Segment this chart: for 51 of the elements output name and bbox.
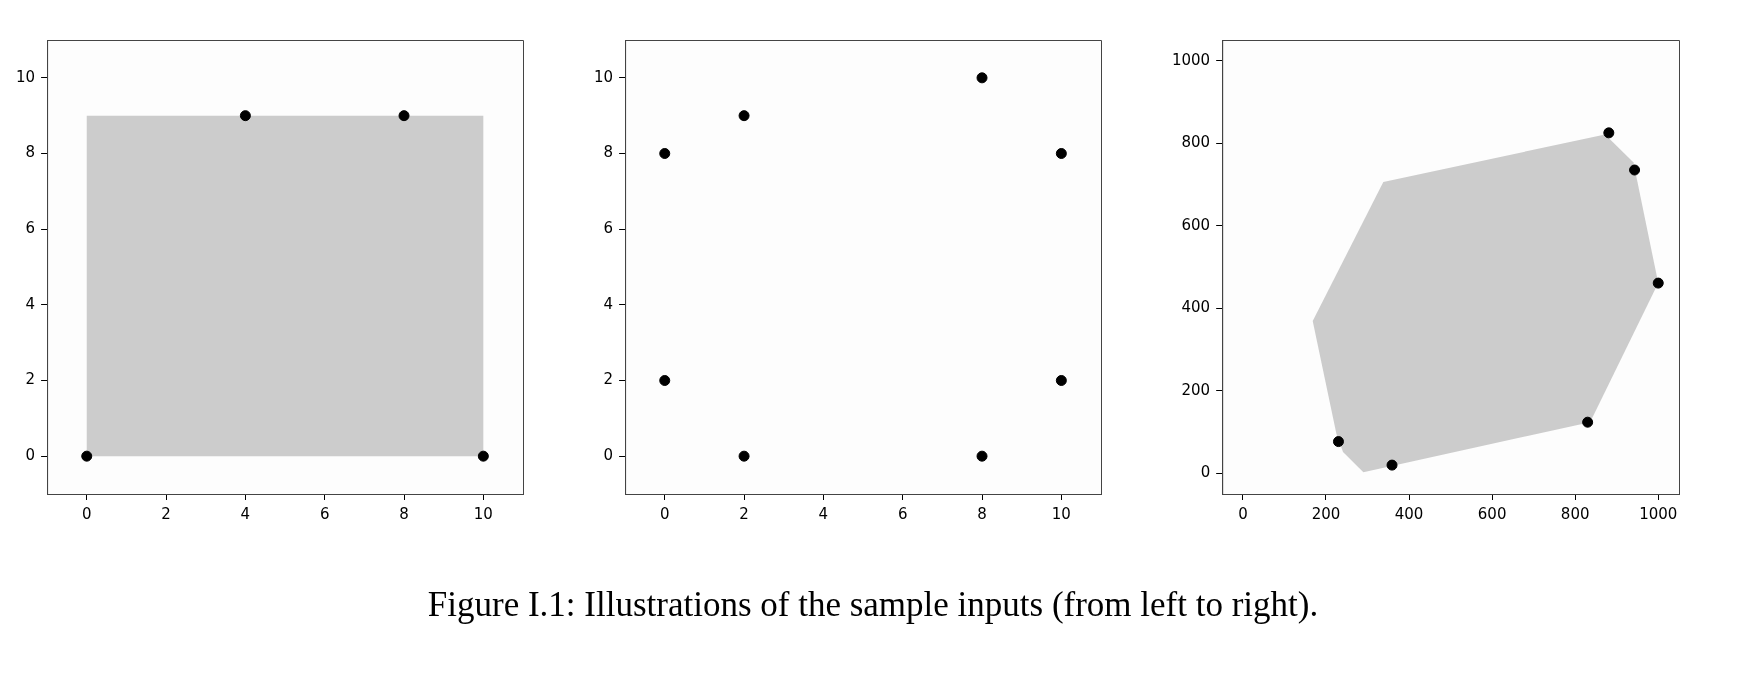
y-tick-label: 1000	[1171, 50, 1211, 69]
y-tick-label: 6	[603, 219, 614, 238]
x-tick-label: 0	[659, 504, 670, 523]
point	[659, 375, 671, 386]
point	[659, 148, 671, 159]
x-tick-label: 4	[818, 504, 829, 523]
point	[1603, 127, 1615, 139]
point	[1582, 416, 1594, 428]
x-tick-label: 4	[240, 504, 251, 523]
y-tick-label: 4	[25, 294, 36, 313]
y-tick-label: 800	[1181, 133, 1211, 152]
x-tick-label: 0	[1238, 504, 1248, 523]
x-tick-label: 1000	[1639, 504, 1678, 523]
y-tick-label: 4	[603, 294, 614, 313]
y-tick-label: 600	[1181, 215, 1211, 234]
y-tick-label: 0	[1200, 463, 1211, 482]
point	[738, 110, 750, 122]
point	[1629, 164, 1641, 176]
point	[738, 450, 750, 462]
y-tick-label: 0	[25, 446, 36, 465]
x-tick-label: 10	[1051, 504, 1071, 523]
x-tick-label: 8	[977, 504, 987, 523]
x-tick-label: 800	[1560, 504, 1590, 523]
x-tick-label: 2	[161, 504, 171, 523]
point	[976, 72, 988, 84]
y-tick-label: 10	[15, 67, 36, 86]
x-tick-label: 0	[81, 504, 92, 523]
x-tick-label: 400	[1394, 504, 1424, 523]
point	[1652, 277, 1664, 289]
point	[1055, 148, 1067, 159]
x-tick-label: 10	[473, 504, 493, 523]
y-tick-label: 10	[593, 67, 614, 86]
y-tick-label: 0	[603, 446, 614, 465]
x-tick-label: 200	[1311, 504, 1341, 523]
x-tick-label: 8	[399, 504, 409, 523]
y-tick-label: 8	[603, 143, 614, 162]
y-tick-label: 8	[25, 143, 36, 162]
x-tick-label: 600	[1477, 504, 1507, 523]
x-tick-label: 6	[897, 504, 908, 523]
text: Figure I.1: Illustrations of the sample inputs (from left to right).	[426, 585, 1320, 625]
y-tick-label: 2	[25, 370, 36, 389]
y-tick-label: 200	[1181, 380, 1211, 399]
y-tick-label: 6	[25, 219, 36, 238]
point	[1386, 459, 1398, 471]
point	[1055, 375, 1067, 386]
x-tick-label: 6	[319, 504, 330, 523]
point	[1332, 436, 1344, 448]
x-tick-label: 2	[739, 504, 749, 523]
y-tick-label: 2	[603, 370, 614, 389]
y-tick-label: 400	[1181, 298, 1211, 317]
point	[976, 450, 988, 462]
